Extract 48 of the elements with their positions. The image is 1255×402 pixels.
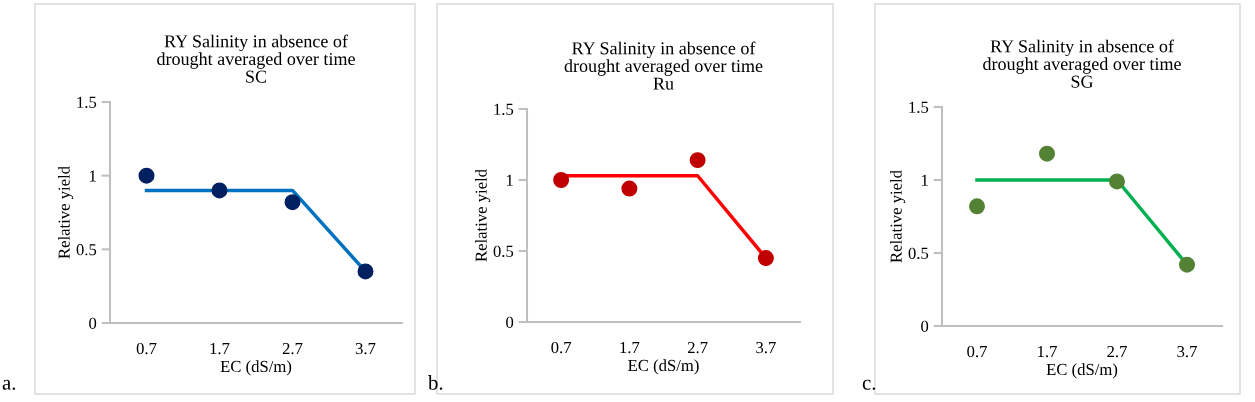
y-tick-label: 1.5 — [77, 96, 97, 109]
point — [689, 152, 706, 169]
point — [211, 182, 228, 199]
x-tick-label: 1.7 — [620, 342, 640, 354]
x-tick-label: 2.7 — [687, 341, 708, 354]
y-tick-label: 1.5 — [909, 101, 929, 114]
text: a. — [2, 379, 16, 390]
point — [284, 194, 301, 211]
chart-title: RY Salinity in absence of drought averaged over time SG — [983, 39, 1181, 88]
text: c. — [862, 379, 876, 390]
x-axis-title: EC (dS/m) — [628, 359, 699, 375]
x-tick-label: 1.7 — [210, 343, 230, 355]
x-tick-label: 2.7 — [1107, 345, 1127, 358]
point — [969, 198, 985, 215]
point — [553, 172, 570, 188]
point — [138, 167, 155, 184]
y-tick-label: 0 — [506, 316, 514, 328]
x-tick-label: 0.7 — [551, 341, 572, 354]
x-axis-title: EC (dS/m) — [1046, 363, 1118, 379]
x-tick-label: 3.7 — [756, 341, 776, 354]
x-tick-label: 1.7 — [1038, 346, 1057, 358]
point — [357, 263, 374, 280]
y-axis-title: Relative yield — [890, 170, 906, 263]
y-axis-title: Relative yield — [475, 169, 491, 262]
chart-title: RY Salinity in absence of drought averaged over time SC — [157, 34, 355, 83]
y-tick-label: 0 — [921, 320, 929, 332]
y-tick-label: 1 — [506, 174, 513, 186]
x-tick-label: 3.7 — [355, 342, 376, 355]
x-axis-title: EC (dS/m) — [220, 360, 292, 376]
point — [757, 250, 774, 267]
point — [1109, 173, 1125, 190]
point — [1039, 145, 1055, 162]
point — [1179, 256, 1195, 273]
y-tick-label: 0 — [89, 317, 97, 329]
chart-title: RY Salinity in absence of drought averaged over time Ru — [564, 41, 763, 90]
y-axis-title: Relative yield — [58, 166, 74, 259]
point — [621, 180, 638, 197]
y-tick-label: 1 — [921, 174, 928, 186]
x-tick-label: 0.7 — [136, 342, 157, 355]
y-tick-label: 1 — [89, 170, 96, 182]
y-tick-label: 0.5 — [76, 244, 97, 256]
y-tick-label: 0.5 — [493, 245, 514, 258]
y-tick-label: 0.5 — [908, 247, 929, 260]
text: b. — [428, 375, 443, 390]
x-tick-label: 0.7 — [967, 345, 987, 358]
x-tick-label: 2.7 — [282, 342, 303, 355]
x-tick-label: 3.7 — [1177, 345, 1197, 358]
y-tick-label: 1.5 — [494, 103, 514, 116]
